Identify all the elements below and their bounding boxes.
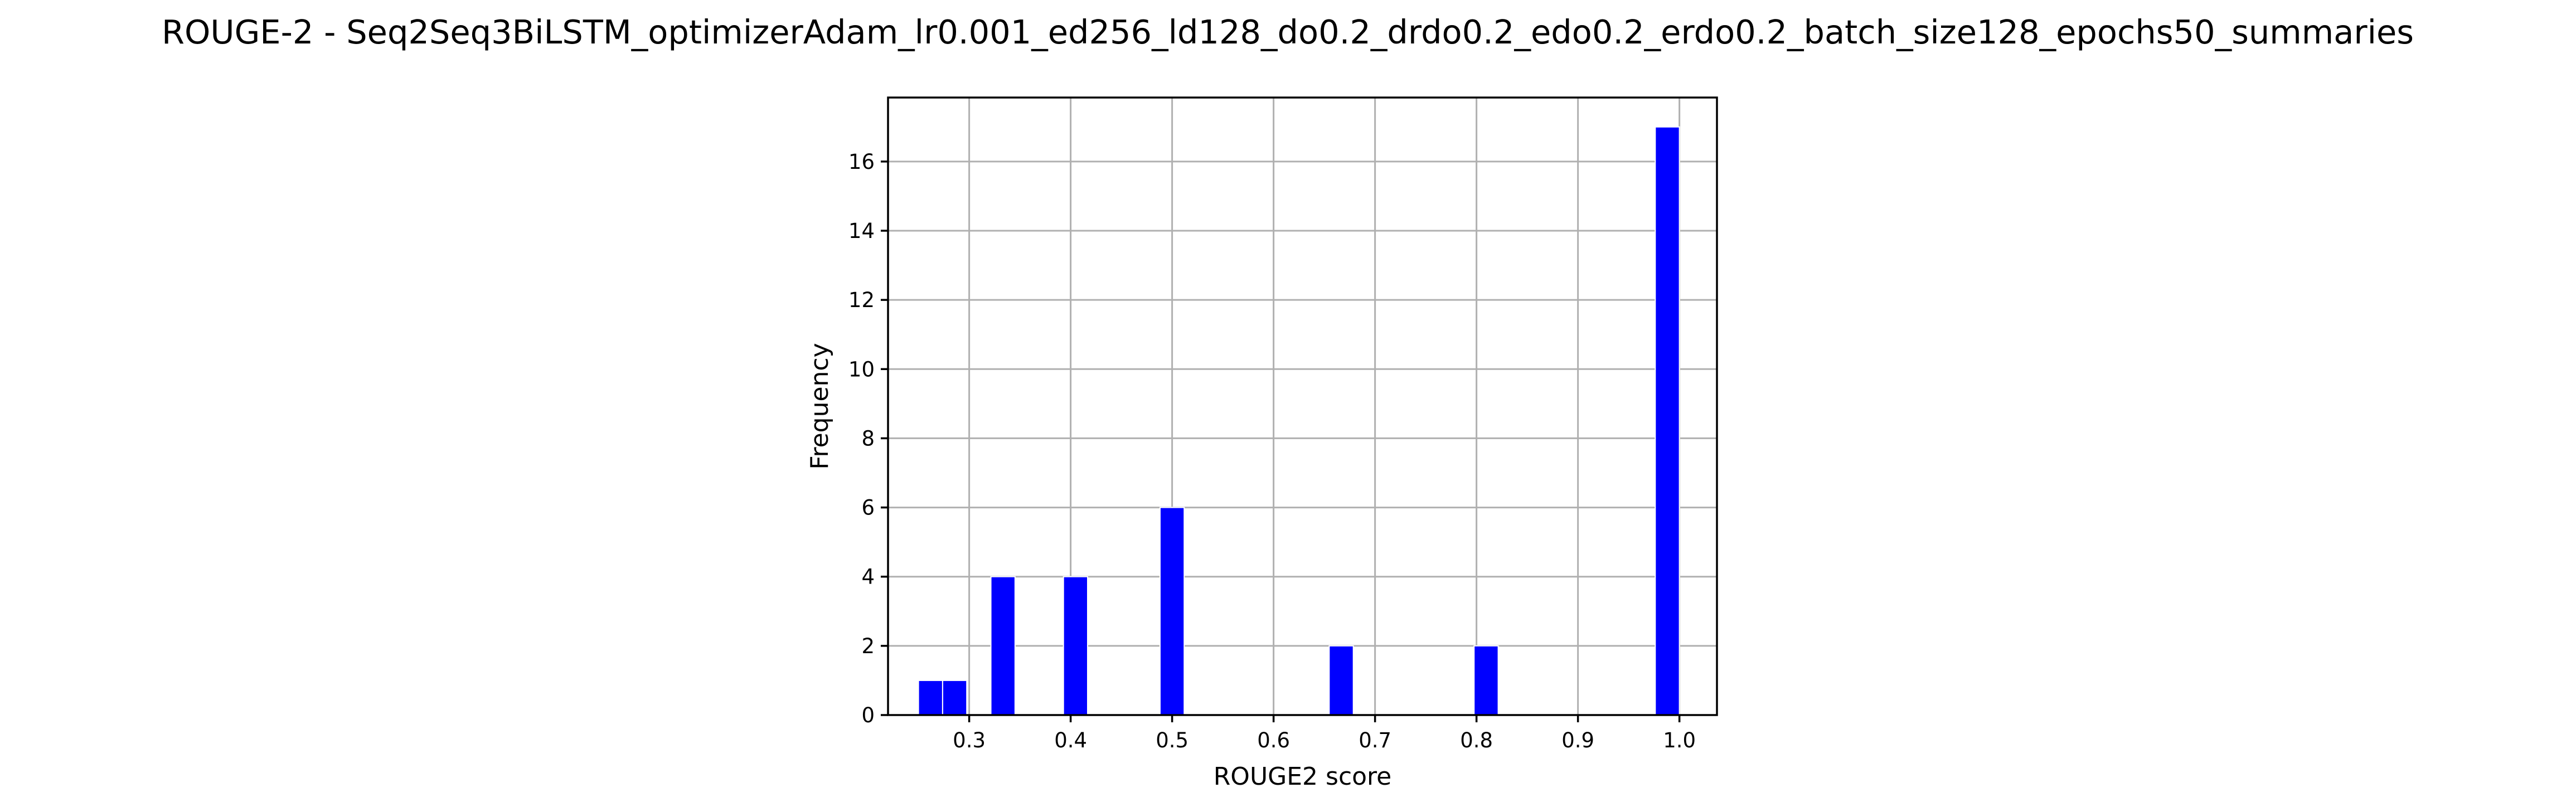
histogram-bar (1655, 126, 1680, 716)
axis-ticks: 0.3 0.4 0.5 0.6 0.7 0.8 0.9 1.0 0 2 4 6 8 10 12 14 16 (848, 150, 1696, 752)
y-tick-label: 10 (848, 357, 875, 381)
x-tick-label: 0.4 (1054, 728, 1087, 752)
chart-title: ROUGE-2 - Seq2Seq3BiLSTM_optimizerAdam_l… (162, 13, 2414, 51)
histogram-bar (1473, 645, 1499, 716)
x-tick-label: 0.3 (953, 728, 986, 752)
y-tick-label: 8 (861, 426, 875, 450)
grid-lines (888, 98, 1717, 716)
x-tick-label: 0.6 (1257, 728, 1290, 752)
histogram-bar (1159, 507, 1185, 716)
y-tick-label: 2 (861, 634, 875, 658)
x-tick-label: 0.5 (1156, 728, 1188, 752)
histogram-bar (1328, 645, 1354, 716)
y-axis-label: Frequency (806, 343, 834, 469)
histogram-bar (942, 679, 968, 716)
x-tick-label: 0.9 (1561, 728, 1594, 752)
y-tick-label: 0 (861, 703, 875, 727)
y-tick-label: 14 (848, 219, 875, 243)
histogram-bar (918, 679, 943, 716)
x-tick-label: 1.0 (1663, 728, 1696, 752)
y-tick-label: 4 (861, 565, 875, 589)
y-tick-label: 12 (848, 288, 875, 312)
x-axis-label: ROUGE2 score (1214, 762, 1392, 791)
histogram-bars (918, 126, 1680, 716)
histogram-bar (1063, 576, 1089, 716)
x-tick-label: 0.7 (1359, 728, 1391, 752)
histogram-bar (990, 576, 1016, 716)
y-tick-label: 6 (861, 496, 875, 520)
y-tick-label: 16 (848, 150, 875, 174)
x-tick-label: 0.8 (1460, 728, 1493, 752)
axes-frame (887, 96, 1718, 716)
